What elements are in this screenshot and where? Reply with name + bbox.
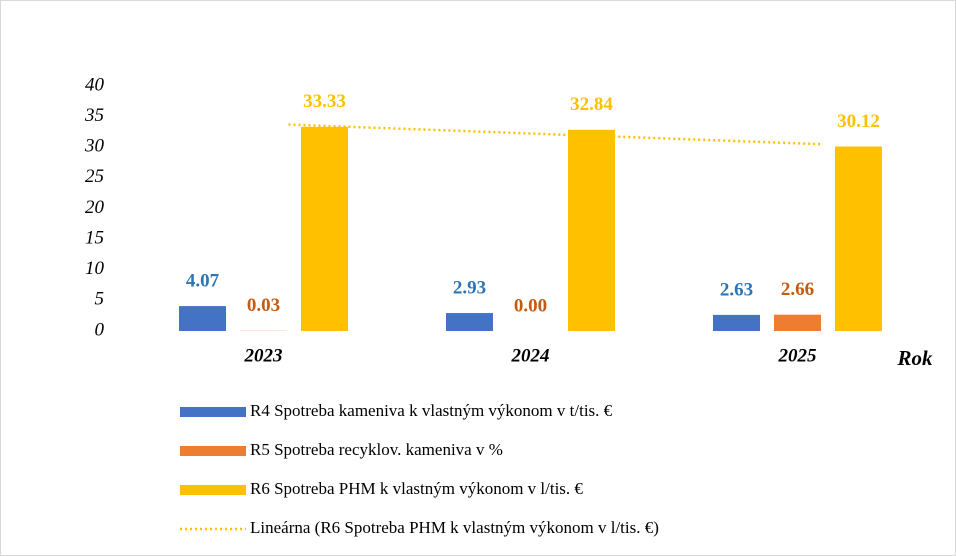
value-label: 4.07 [186,270,220,291]
value-label: 33.33 [303,91,346,112]
value-label: 2.66 [781,279,814,300]
legend-swatch [180,407,246,417]
bar [446,313,493,331]
x-tick-label: 2025 [778,345,818,366]
bar [179,306,226,331]
y-tick-label: 25 [85,166,104,187]
value-label: 32.84 [570,94,613,115]
legend-swatch [180,446,246,456]
value-label: 0.00 [514,295,547,316]
y-tick-label: 15 [85,227,104,248]
y-tick-label: 10 [85,258,105,279]
x-tick-label: 2023 [244,345,283,366]
legend-swatch [180,485,246,495]
y-tick-label: 35 [84,105,104,126]
bar [835,146,882,331]
bar [301,126,348,331]
x-tick-label: 2024 [511,345,550,366]
trendline [288,123,823,146]
y-tick-label: 40 [85,74,105,95]
value-label: 0.03 [247,295,280,316]
y-tick-label: 5 [95,289,105,310]
value-label: 2.63 [720,279,753,300]
y-tick-label: 0 [95,319,105,340]
value-label: 2.93 [453,277,486,298]
legend-label: R5 Spotreba recyklov. kameniva v % [250,440,503,459]
bar [568,129,615,331]
bar [774,314,821,331]
bar [713,314,760,331]
y-tick-label: 20 [85,197,105,218]
x-axis-label: Rok [896,346,933,370]
legend-label: R6 Spotreba PHM k vlastným výkonom v l/t… [250,479,583,498]
y-tick-label: 30 [84,136,105,157]
legend-label: Lineárna (R6 Spotreba PHM k vlastným výk… [250,518,659,537]
value-label: 30.12 [837,111,880,132]
legend-label: R4 Spotreba kameniva k vlastným výkonom … [250,401,613,420]
